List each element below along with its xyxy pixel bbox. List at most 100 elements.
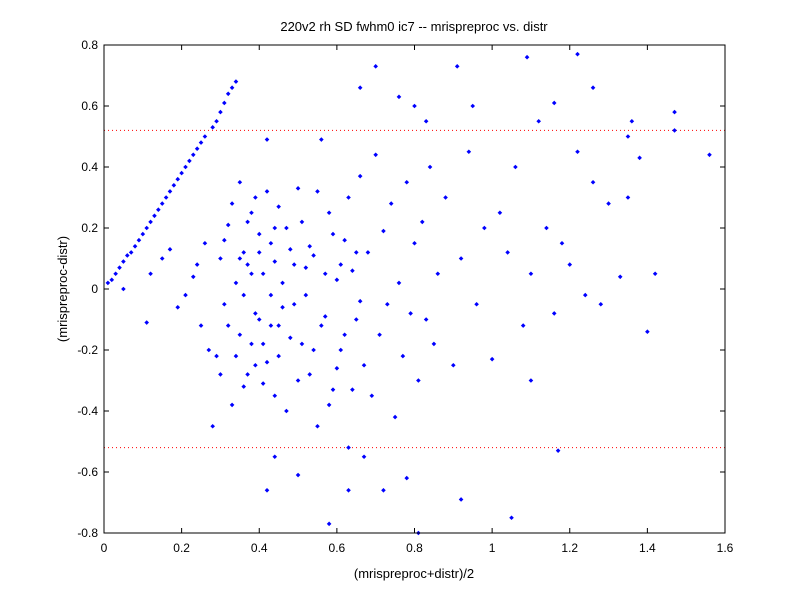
y-tick-label: 0 — [91, 282, 98, 296]
data-point — [264, 359, 270, 365]
data-point — [276, 353, 281, 359]
data-point — [179, 170, 184, 176]
data-point — [404, 475, 410, 481]
data-point — [369, 393, 375, 399]
data-point — [167, 247, 173, 252]
data-point — [637, 155, 642, 161]
data-point — [156, 207, 161, 212]
data-point — [392, 414, 398, 420]
data-point — [245, 219, 250, 225]
chart-title: 220v2 rh SD fwhm0 ic7 -- mrispreproc vs.… — [280, 19, 548, 34]
data-point — [555, 448, 561, 453]
data-point — [598, 301, 604, 307]
data-point — [357, 298, 363, 304]
data-point — [423, 118, 429, 124]
data-point — [253, 311, 258, 316]
data-point — [280, 305, 285, 310]
data-point — [187, 158, 192, 164]
data-point — [148, 219, 153, 225]
data-point — [253, 362, 258, 368]
data-point — [435, 271, 441, 277]
x-tick-label: 1 — [489, 541, 496, 555]
data-point — [357, 85, 363, 90]
data-point — [645, 329, 650, 334]
data-point — [307, 244, 313, 249]
data-point — [183, 292, 188, 298]
x-tick-label: 1.2 — [561, 541, 578, 555]
data-point — [241, 292, 247, 298]
x-tick-label: 0.6 — [329, 541, 346, 555]
data-point — [330, 231, 336, 237]
data-point — [361, 454, 367, 460]
data-point — [245, 262, 250, 267]
x-tick-label: 0.8 — [406, 541, 423, 555]
data-point — [536, 118, 541, 124]
data-point — [396, 280, 402, 286]
data-point — [241, 250, 247, 255]
data-point — [388, 201, 394, 206]
data-point — [311, 347, 316, 353]
x-tick-label: 0.4 — [251, 541, 268, 555]
data-point — [268, 292, 274, 298]
data-point — [606, 201, 611, 206]
data-point — [225, 91, 231, 97]
data-point — [260, 381, 266, 386]
data-point — [346, 195, 351, 200]
data-point — [272, 393, 278, 399]
data-point — [175, 176, 181, 182]
data-point — [652, 271, 658, 277]
data-point — [299, 219, 305, 225]
data-point — [551, 311, 557, 316]
data-point — [288, 335, 293, 341]
data-point — [338, 347, 344, 353]
data-point — [575, 51, 580, 57]
data-point — [322, 271, 328, 277]
data-point — [121, 259, 126, 264]
data-point — [121, 286, 126, 292]
data-point — [256, 250, 262, 255]
data-point — [458, 497, 464, 502]
data-point — [148, 271, 153, 277]
data-point — [373, 152, 378, 158]
data-point — [311, 253, 316, 258]
y-tick-label: -0.8 — [77, 526, 98, 540]
data-point — [509, 515, 514, 521]
data-point — [346, 488, 351, 493]
data-point — [280, 280, 285, 286]
y-tick-label: -0.4 — [77, 404, 98, 418]
data-point — [144, 320, 149, 325]
plot-area — [104, 45, 725, 533]
data-point — [353, 317, 359, 322]
y-tick-label: 0.4 — [81, 160, 98, 174]
data-point — [482, 225, 487, 231]
data-point — [163, 195, 169, 200]
data-point — [202, 240, 208, 246]
data-point — [322, 314, 328, 319]
data-point — [575, 149, 580, 155]
x-tick-label: 1.4 — [639, 541, 656, 555]
data-point — [361, 362, 367, 368]
data-point — [260, 341, 266, 347]
data-point — [136, 237, 142, 243]
data-point — [229, 402, 235, 408]
data-point — [629, 118, 635, 124]
plot-background — [104, 45, 725, 533]
data-point — [350, 268, 355, 273]
data-point — [233, 280, 239, 286]
data-point — [299, 341, 305, 347]
data-point — [373, 64, 378, 69]
data-point — [505, 250, 510, 255]
data-point — [210, 423, 215, 429]
data-point — [419, 219, 425, 225]
data-point — [590, 179, 596, 185]
data-point — [249, 210, 254, 216]
data-point — [458, 256, 464, 261]
data-point — [334, 366, 340, 371]
data-point — [245, 372, 250, 377]
data-point — [338, 262, 344, 267]
data-point — [105, 280, 111, 286]
data-point — [272, 225, 278, 231]
data-point — [497, 210, 503, 216]
data-point — [190, 152, 196, 158]
y-tick-label: 0.6 — [81, 99, 98, 113]
